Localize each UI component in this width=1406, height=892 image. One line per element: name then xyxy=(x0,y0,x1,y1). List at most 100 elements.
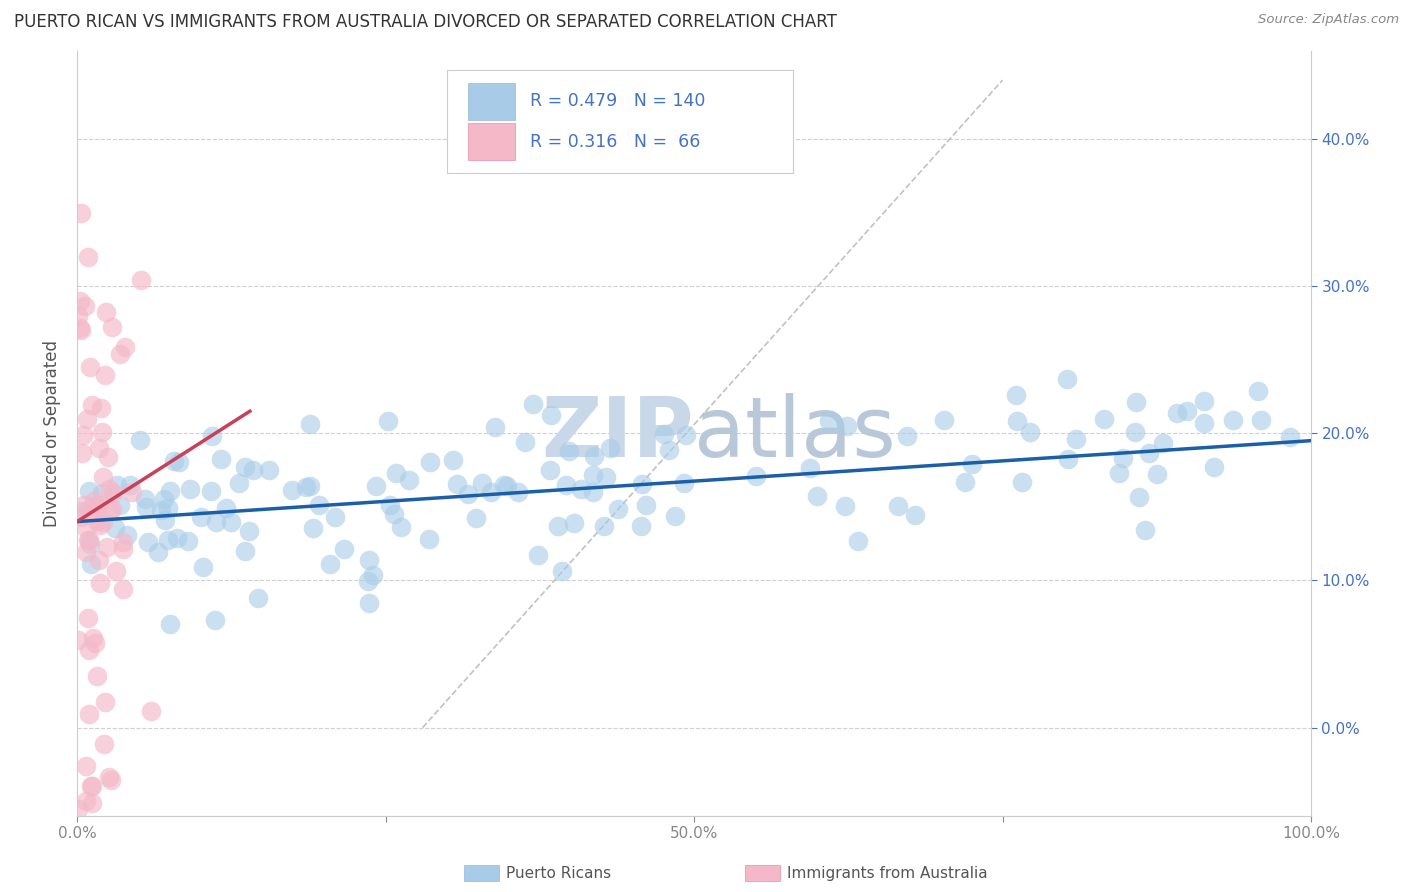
Point xyxy=(1056,371,1078,385)
Point xyxy=(1250,413,1272,427)
Text: R = 0.479   N = 140: R = 0.479 N = 140 xyxy=(530,92,706,111)
Point xyxy=(70,509,93,524)
Point xyxy=(887,499,910,513)
Point xyxy=(94,368,117,382)
Point xyxy=(120,477,142,491)
Point xyxy=(79,483,101,498)
Point xyxy=(77,706,100,721)
Point xyxy=(79,359,101,374)
Point xyxy=(896,429,918,443)
Point xyxy=(70,445,93,459)
Point xyxy=(114,340,136,354)
Point xyxy=(1011,475,1033,489)
Point xyxy=(658,443,681,458)
Point xyxy=(294,480,316,494)
Point xyxy=(318,557,340,571)
Point xyxy=(72,428,94,442)
Point xyxy=(177,534,200,549)
Point xyxy=(73,299,96,313)
Point xyxy=(281,483,304,497)
Point xyxy=(69,205,91,219)
Point xyxy=(111,535,134,549)
Point xyxy=(238,524,260,539)
Point xyxy=(554,478,576,492)
Point xyxy=(91,515,114,529)
Point xyxy=(364,479,387,493)
Point xyxy=(1133,523,1156,537)
Text: Immigrants from Australia: Immigrants from Australia xyxy=(787,866,988,880)
Point xyxy=(89,576,111,591)
Point xyxy=(479,485,502,500)
FancyBboxPatch shape xyxy=(468,123,515,160)
Point xyxy=(834,499,856,513)
Point xyxy=(98,502,121,516)
Point xyxy=(86,514,108,528)
Point xyxy=(139,704,162,718)
Point xyxy=(80,557,103,571)
Point xyxy=(77,643,100,657)
Point xyxy=(84,500,107,514)
Point xyxy=(1057,451,1080,466)
Point xyxy=(69,293,91,308)
Point xyxy=(100,773,122,788)
Point xyxy=(89,517,111,532)
Point xyxy=(540,408,562,422)
Point xyxy=(190,509,212,524)
Point xyxy=(89,499,111,513)
Point xyxy=(110,347,132,361)
Point xyxy=(111,582,134,597)
Point xyxy=(97,450,120,465)
Text: Puerto Ricans: Puerto Ricans xyxy=(506,866,612,880)
Point xyxy=(96,305,118,319)
Point xyxy=(673,475,696,490)
Point xyxy=(200,483,222,498)
Point xyxy=(101,501,124,516)
Point xyxy=(582,449,605,463)
Point xyxy=(87,553,110,567)
Point xyxy=(837,418,859,433)
Point xyxy=(215,500,238,515)
Point xyxy=(1092,412,1115,426)
Point xyxy=(152,491,174,506)
Point xyxy=(955,475,977,489)
Text: ZIP: ZIP xyxy=(541,392,695,474)
Point xyxy=(846,533,869,548)
Point xyxy=(205,516,228,530)
Point xyxy=(932,413,955,427)
Point xyxy=(308,498,330,512)
Point xyxy=(1005,387,1028,401)
Point xyxy=(69,320,91,334)
Point xyxy=(1125,394,1147,409)
Point xyxy=(1152,436,1174,450)
Point xyxy=(1247,384,1270,398)
Point xyxy=(382,507,405,521)
Point xyxy=(129,273,152,287)
Point xyxy=(86,669,108,683)
Point xyxy=(675,428,697,442)
FancyBboxPatch shape xyxy=(447,70,793,173)
Point xyxy=(98,482,121,496)
Point xyxy=(377,414,399,428)
Point xyxy=(87,441,110,455)
Point xyxy=(219,515,242,529)
Point xyxy=(547,518,569,533)
Point xyxy=(149,503,172,517)
Point xyxy=(359,552,381,566)
Point xyxy=(492,478,515,492)
Point xyxy=(76,250,98,264)
Point xyxy=(960,457,983,471)
Point xyxy=(156,500,179,515)
Point xyxy=(471,475,494,490)
Point xyxy=(105,565,128,579)
Point xyxy=(66,801,89,815)
Point xyxy=(200,428,222,442)
Point xyxy=(79,537,101,551)
Point xyxy=(506,484,529,499)
Point xyxy=(1005,414,1028,428)
Point xyxy=(80,780,103,794)
Point xyxy=(323,510,346,524)
Point xyxy=(817,415,839,429)
Point xyxy=(1194,394,1216,409)
Point xyxy=(1166,406,1188,420)
Point xyxy=(515,434,537,449)
